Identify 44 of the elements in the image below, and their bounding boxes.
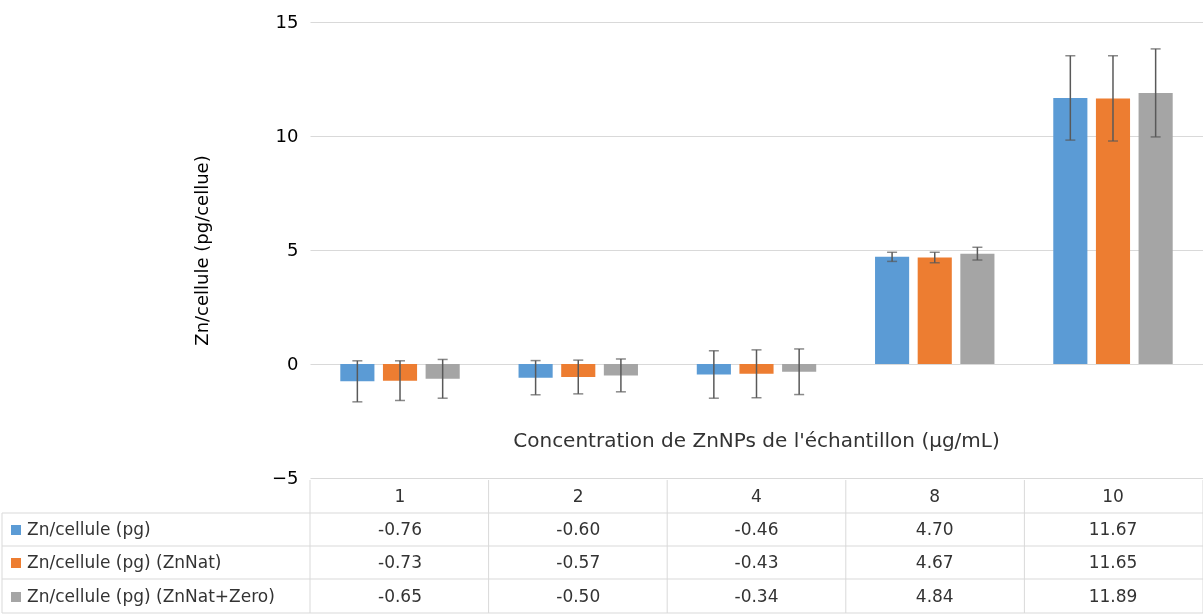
y-tick-label: 5	[287, 238, 299, 260]
bar	[561, 364, 596, 377]
y-tick-label: 0	[287, 352, 299, 374]
data-label: -0.46	[734, 519, 779, 539]
bar	[340, 364, 375, 382]
bar	[1095, 98, 1131, 364]
y-tick-label: −5	[271, 466, 299, 488]
data-label: -0.43	[734, 552, 779, 572]
data-label: 11.67	[1088, 519, 1138, 539]
bar	[603, 364, 638, 376]
bar	[382, 364, 418, 381]
x-axis-title: Concentration de ZnNPs de l'échantillon (µg/mL)	[513, 428, 1000, 452]
data-label: 4.84	[915, 586, 954, 606]
bar	[1138, 92, 1173, 364]
data-label: -0.76	[378, 519, 423, 539]
legend-label: Zn/cellule (pg)	[27, 519, 151, 539]
x-tick-label: 2	[572, 486, 584, 506]
x-tick-label: 1	[394, 486, 406, 506]
bar	[917, 257, 952, 364]
data-label: 11.65	[1088, 552, 1138, 572]
bar	[875, 256, 910, 364]
y-axis-title: Zn/cellule (pg/cellue)	[190, 155, 212, 346]
data-label: -0.34	[734, 586, 779, 606]
x-tick-label: 8	[929, 486, 941, 506]
x-tick-label: 10	[1102, 486, 1124, 506]
y-tick-label: 10	[275, 124, 299, 146]
data-label: 11.89	[1088, 586, 1138, 606]
legend-label: Zn/cellule (pg) (ZnNat)	[27, 552, 222, 572]
data-label: 4.67	[915, 552, 954, 572]
data-label: -0.50	[556, 586, 601, 606]
bar	[1053, 97, 1088, 364]
bar	[518, 364, 553, 378]
data-label: -0.60	[556, 519, 601, 539]
data-label: -0.73	[378, 552, 423, 572]
y-tick-label: 15	[275, 10, 299, 32]
data-label: 4.70	[915, 519, 954, 539]
bar	[739, 364, 774, 374]
bar	[782, 364, 817, 372]
bar	[960, 253, 995, 364]
x-tick-label: 4	[751, 486, 762, 506]
bar	[425, 364, 460, 379]
data-label: -0.57	[556, 552, 601, 572]
data-label: -0.65	[378, 586, 423, 606]
legend-label: Zn/cellule (pg) (ZnNat+Zero)	[27, 586, 275, 606]
